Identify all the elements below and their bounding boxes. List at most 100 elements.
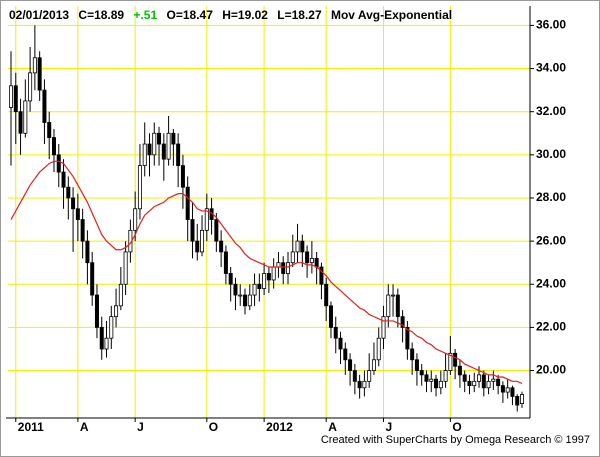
candle-body: [90, 262, 95, 296]
candle-body: [66, 186, 71, 199]
candle-body: [257, 283, 262, 289]
marks: [8, 25, 525, 412]
candle-body: [185, 186, 190, 220]
candle-body: [252, 283, 257, 296]
candle-body: [395, 294, 400, 318]
header-date: 02/01/2013: [9, 8, 69, 22]
candle-body: [114, 305, 119, 318]
candle-body: [23, 100, 28, 134]
candle-body: [195, 240, 200, 253]
candle-body: [477, 374, 482, 382]
candle-body: [276, 262, 281, 268]
y-tick-label: 28.00: [536, 190, 566, 204]
candle-body: [94, 294, 99, 328]
y-tick-label: 34.00: [536, 61, 566, 75]
header-close: C=18.89: [78, 8, 124, 22]
candle-body: [123, 251, 128, 285]
candle-body: [434, 378, 439, 389]
candle-body: [266, 273, 271, 281]
candle-body: [219, 240, 224, 253]
candle-body: [357, 380, 362, 389]
candle-body: [142, 143, 147, 167]
x-tick-label: J: [386, 420, 393, 434]
candle-body: [505, 387, 510, 393]
candle-body: [166, 132, 171, 160]
candle-body: [271, 266, 276, 281]
candle-body: [457, 365, 462, 376]
x-tick-label: O: [209, 420, 218, 434]
candle-body: [481, 374, 486, 389]
header-indicator: Mov Avg-Exponential: [331, 8, 452, 22]
candle-body: [429, 378, 434, 382]
candle-body: [204, 208, 209, 231]
x-tick-label: 2011: [18, 420, 44, 434]
candle-body: [305, 251, 310, 264]
candle-body: [190, 219, 195, 242]
candle-body: [520, 394, 525, 404]
candle-body: [42, 89, 47, 123]
candle-body: [161, 143, 166, 160]
candle-body: [152, 132, 157, 156]
candle-body: [352, 370, 357, 382]
header-change: +.51: [133, 8, 157, 22]
candle-body: [176, 143, 181, 167]
candle-body: [32, 57, 37, 74]
x-tick-label: O: [452, 420, 461, 434]
candle-body: [424, 374, 429, 382]
candle-body: [247, 294, 252, 307]
header-high: H=19.02: [222, 8, 268, 22]
candle-body: [486, 380, 491, 389]
candle-body: [290, 251, 295, 264]
header-open: O=18.47: [167, 8, 214, 22]
candle-body: [309, 257, 314, 264]
candle-body: [281, 262, 286, 274]
candle-body: [71, 197, 76, 210]
candle-body: [80, 219, 85, 242]
candle-body: [262, 273, 267, 289]
candle-body: [200, 229, 205, 253]
header: 02/01/2013 C=18.89 +.51 O=18.47 H=19.02 …: [9, 8, 452, 22]
candle-body: [443, 370, 448, 382]
candle-body: [328, 305, 333, 328]
candle-body: [223, 251, 228, 274]
candle-body: [300, 240, 305, 253]
candle-body: [343, 348, 348, 361]
candle-body: [51, 137, 56, 156]
candle-body: [472, 380, 477, 387]
candle-body: [47, 122, 52, 138]
moving-average-line: [10, 160, 523, 385]
candle-body: [238, 294, 243, 297]
candle-body: [243, 294, 248, 307]
candle-body: [410, 348, 415, 361]
candle-body: [99, 327, 104, 350]
x-tick-label: A: [328, 420, 337, 434]
candle-body: [104, 337, 109, 350]
candle-body: [510, 387, 515, 397]
candle-body: [314, 257, 319, 268]
candle-body: [419, 370, 424, 376]
candle-body: [348, 359, 353, 371]
candle-body: [56, 154, 61, 173]
candle-body: [367, 370, 372, 382]
candle-body: [147, 143, 152, 156]
candle-body: [285, 262, 290, 274]
candle-body: [467, 380, 472, 387]
candle-body: [37, 57, 42, 91]
x-tick-label: A: [80, 420, 89, 434]
x-tick-label: 2012: [266, 420, 293, 434]
candle-body: [85, 240, 90, 264]
candle-body: [233, 283, 238, 296]
candle-body: [496, 378, 501, 387]
candle-body: [491, 378, 496, 382]
y-tick-label: 36.00: [536, 18, 566, 32]
candle-body: [133, 208, 138, 231]
candle-body: [137, 165, 142, 210]
candle-body: [109, 316, 114, 339]
candle-body: [8, 85, 13, 108]
candle-body: [13, 85, 18, 113]
candle-body: [61, 171, 66, 188]
candle-body: [324, 283, 329, 307]
candle-body: [381, 316, 386, 339]
candle-body: [515, 396, 520, 406]
